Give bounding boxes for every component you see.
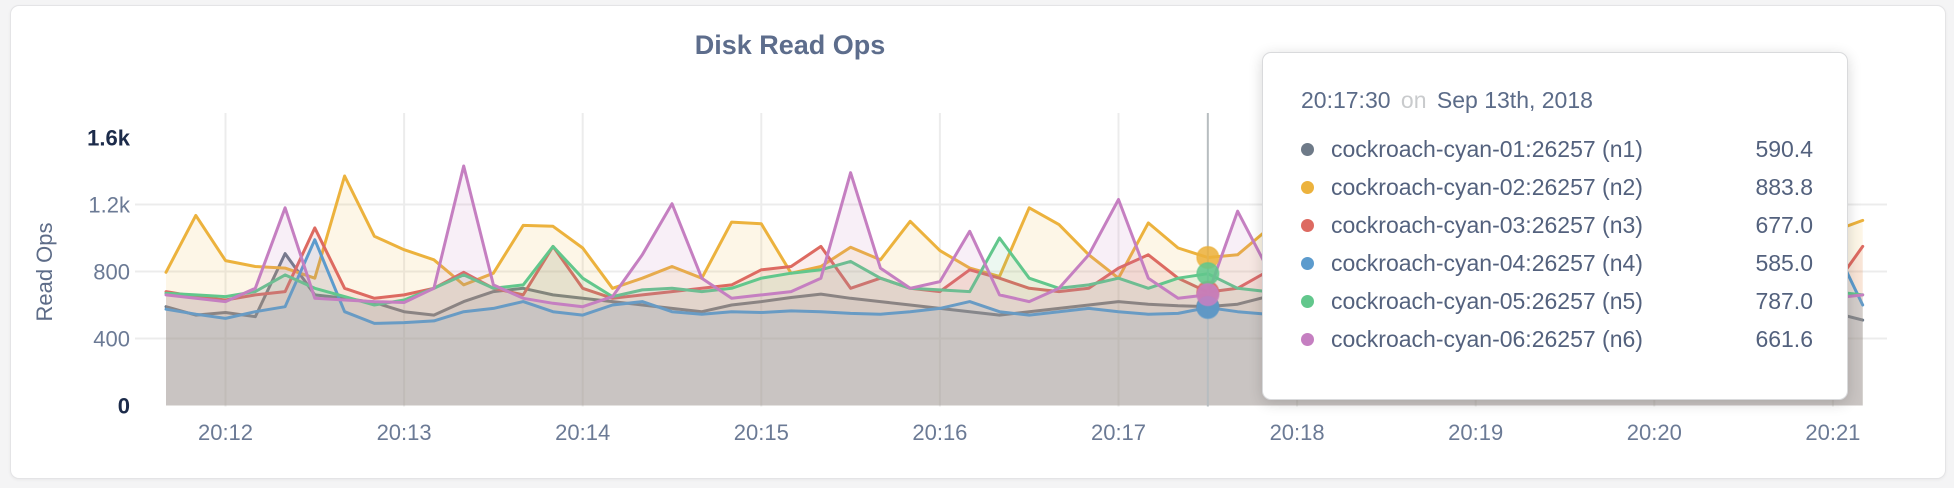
y-axis-tick-label: 0 — [118, 394, 130, 419]
chart-title: Disk Read Ops — [694, 30, 886, 60]
tooltip-time: 20:17:30 — [1301, 87, 1391, 113]
series-name: cockroach-cyan-02:26257 (n2) — [1331, 173, 1643, 200]
series-color-dot-icon — [1301, 218, 1314, 232]
x-axis-tick-label: 20:15 — [734, 420, 789, 445]
tooltip-legend: cockroach-cyan-01:26257 (n1) 590.4 cockroa… — [1301, 130, 1813, 358]
x-axis-tick-label: 20:19 — [1448, 420, 1503, 445]
x-axis-tick-label: 20:21 — [1805, 420, 1860, 445]
series-name: cockroach-cyan-04:26257 (n4) — [1331, 249, 1643, 276]
series-color-dot-icon — [1301, 294, 1314, 308]
tooltip-series-row: cockroach-cyan-03:26257 (n3) 677.0 — [1301, 206, 1813, 244]
tooltip-date: Sep 13th, 2018 — [1436, 87, 1593, 113]
x-axis-tick-label: 20:14 — [555, 420, 610, 445]
series-value: 677.0 — [1755, 211, 1813, 238]
series-value: 661.6 — [1755, 325, 1813, 352]
x-axis-tick-label: 20:16 — [912, 420, 967, 445]
hover-point-dot — [1196, 261, 1220, 286]
series-name: cockroach-cyan-05:26257 (n5) — [1331, 287, 1643, 314]
y-axis-tick-label: 400 — [93, 327, 130, 352]
series-value: 590.4 — [1755, 135, 1813, 162]
series-value: 787.0 — [1755, 287, 1813, 314]
tooltip-series-row: cockroach-cyan-06:26257 (n6) 661.6 — [1301, 320, 1813, 358]
series-value: 585.0 — [1755, 249, 1813, 276]
hover-tooltip: 20:17:30 on Sep 13th, 2018 cockroach-cya… — [1262, 52, 1848, 400]
y-axis-label: Read Ops — [32, 222, 57, 321]
y-axis-tick-label: 1.6k — [87, 126, 131, 151]
tooltip-conjunction: on — [1400, 87, 1427, 113]
tooltip-series-row: cockroach-cyan-02:26257 (n2) 883.8 — [1301, 168, 1813, 206]
series-name: cockroach-cyan-06:26257 (n6) — [1331, 325, 1643, 352]
x-axis-tick-label: 20:18 — [1270, 420, 1325, 445]
x-axis-tick-label: 20:12 — [198, 420, 253, 445]
series-name: cockroach-cyan-03:26257 (n3) — [1331, 211, 1643, 238]
x-axis-tick-label: 20:20 — [1627, 420, 1682, 445]
tooltip-series-row: cockroach-cyan-04:26257 (n4) 585.0 — [1301, 244, 1813, 282]
y-axis-tick-label: 800 — [93, 260, 130, 285]
tooltip-series-row: cockroach-cyan-01:26257 (n1) 590.4 — [1301, 130, 1813, 168]
tooltip-series-row: cockroach-cyan-05:26257 (n5) 787.0 — [1301, 282, 1813, 320]
x-axis-tick-label: 20:13 — [377, 420, 432, 445]
series-color-dot-icon — [1301, 142, 1314, 156]
y-axis-tick-label: 1.2k — [88, 193, 131, 218]
tooltip-header: 20:17:30 on Sep 13th, 2018 — [1301, 87, 1813, 114]
series-value: 883.8 — [1755, 173, 1813, 200]
x-axis-tick-label: 20:17 — [1091, 420, 1146, 445]
series-name: cockroach-cyan-01:26257 (n1) — [1331, 135, 1643, 162]
series-color-dot-icon — [1301, 256, 1314, 270]
series-color-dot-icon — [1301, 332, 1314, 346]
hover-point-dot — [1196, 282, 1220, 307]
series-color-dot-icon — [1301, 180, 1314, 194]
